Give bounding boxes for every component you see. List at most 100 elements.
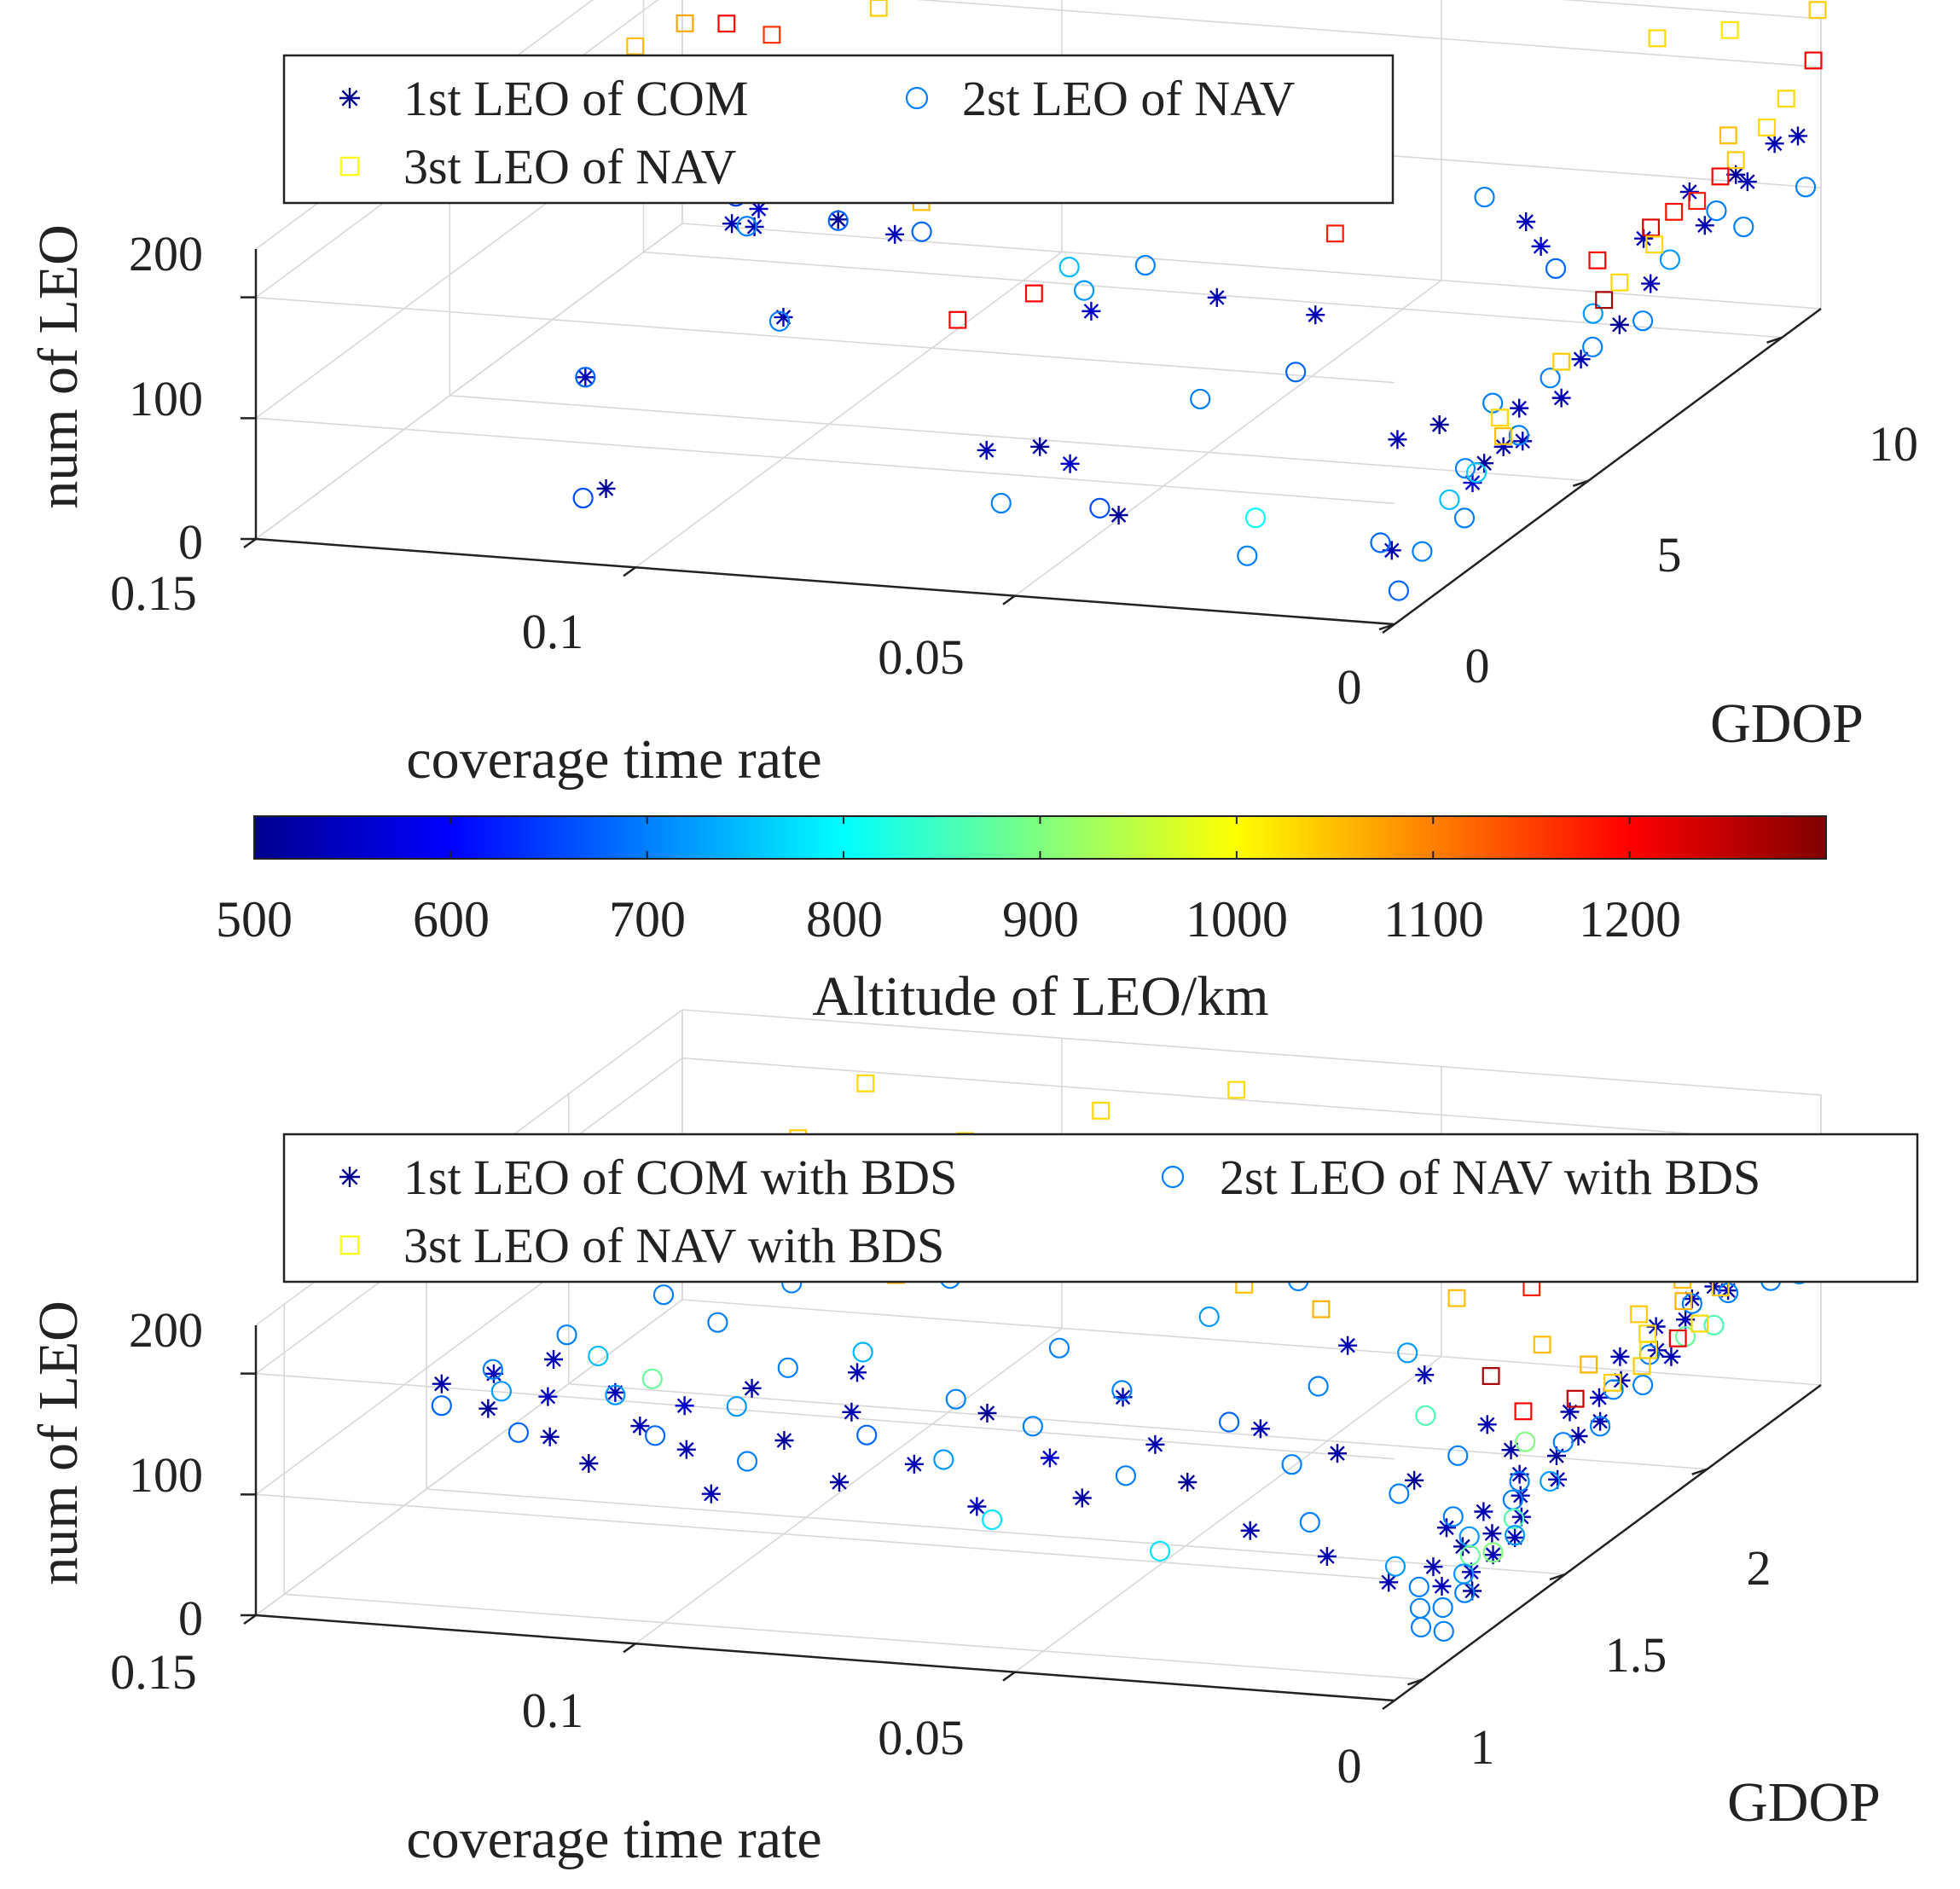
circle-point	[911, 221, 932, 242]
asterisk-stroke	[434, 1376, 449, 1392]
circle-point	[1115, 1465, 1137, 1486]
bottom-legend-marker-asterisk	[339, 1167, 360, 1187]
asterisk-point	[701, 1484, 721, 1504]
circle-point	[1408, 1576, 1429, 1597]
asterisk-stroke	[1479, 1417, 1495, 1433]
asterisk-stroke	[1209, 290, 1225, 305]
asterisk-point	[1474, 1502, 1493, 1521]
circle-point	[1515, 1431, 1536, 1452]
asterisk-stroke	[1485, 1547, 1501, 1562]
circle-point	[1589, 1416, 1611, 1437]
circle-point	[1465, 462, 1487, 484]
asterisk-stroke	[724, 216, 739, 231]
circle-point	[1190, 388, 1211, 410]
asterisk-point	[1328, 1444, 1347, 1463]
square-point	[1648, 29, 1667, 48]
asterisk-point	[828, 210, 848, 229]
circle-point	[1433, 1620, 1454, 1642]
circle-point	[852, 1341, 873, 1363]
asterisk-stroke	[1476, 455, 1492, 471]
asterisk-point	[1493, 437, 1513, 456]
asterisk-stroke	[1115, 1389, 1131, 1405]
circle-point	[1552, 1432, 1574, 1453]
asterisk-point	[1463, 473, 1482, 493]
bottom-x-tick-0: 0	[1337, 1738, 1362, 1793]
legend-square-icon	[339, 156, 360, 177]
circle-point	[1733, 216, 1754, 238]
square-point	[1482, 1367, 1500, 1385]
colorbar-label: Altitude of LEO/km	[812, 965, 1268, 1028]
gridline-y	[284, 1593, 1424, 1681]
square-point	[1630, 1305, 1649, 1324]
circle-point	[645, 1425, 666, 1446]
circle-point	[1474, 186, 1495, 208]
asterisk-stroke	[978, 443, 994, 458]
top-axis-ticks	[241, 249, 1822, 634]
top-y-tick-5: 5	[1657, 527, 1682, 582]
asterisk-point	[1516, 212, 1536, 231]
square-point	[1665, 202, 1684, 221]
square-point	[1726, 151, 1745, 170]
asterisk-point	[742, 1378, 762, 1398]
asterisk-stroke	[1180, 1475, 1196, 1490]
bottom-x-tick-0.15: 0.15	[110, 1644, 197, 1700]
asterisk-stroke	[1389, 432, 1406, 448]
bottom-legend-marker-circle	[1161, 1165, 1185, 1189]
y-tick-mark	[1766, 336, 1783, 344]
circle-point	[556, 1324, 577, 1346]
colorbar-tick-700: 700	[609, 891, 686, 947]
asterisk-point	[1429, 414, 1449, 434]
square-point	[1642, 218, 1661, 237]
circle-point	[726, 1396, 747, 1417]
circle-point	[588, 1345, 609, 1367]
bottom-x-axis-label: coverage time rate	[406, 1808, 821, 1870]
top-legend-label-1: 1st LEO of COM	[403, 71, 748, 126]
asterisk-stroke	[1417, 1367, 1433, 1382]
asterisk-stroke	[341, 90, 358, 107]
square-point	[1595, 291, 1614, 310]
asterisk-point	[1306, 305, 1325, 325]
colorbar-tick-600: 600	[413, 891, 490, 947]
gridline-x	[1014, 280, 1442, 597]
asterisk-point	[1081, 301, 1101, 321]
circle-point	[1134, 254, 1156, 276]
square-point	[1804, 51, 1823, 70]
asterisk-stroke	[1636, 230, 1651, 246]
asterisk-point	[1609, 315, 1629, 334]
asterisk-stroke	[1075, 1490, 1090, 1506]
asterisk-stroke	[1728, 167, 1743, 183]
asterisk-point	[544, 1350, 564, 1369]
colorbar-tick-1200: 1200	[1579, 891, 1681, 947]
asterisk-point	[830, 1473, 849, 1492]
asterisk-point	[1040, 1448, 1059, 1468]
square-point	[676, 14, 694, 32]
asterisk-stroke	[1518, 214, 1534, 229]
asterisk-stroke	[1330, 1446, 1345, 1461]
asterisk-stroke	[1511, 400, 1527, 416]
circle-point	[990, 492, 1012, 514]
asterisk-stroke	[1242, 1522, 1258, 1538]
circle-point	[1410, 1616, 1432, 1638]
colorbar-tick-800: 800	[806, 891, 883, 947]
circle-point	[1412, 541, 1433, 562]
circle-point	[1509, 1471, 1530, 1492]
asterisk-point	[749, 199, 768, 218]
top-legend-label-3: 3st LEO of NAV	[403, 139, 737, 194]
circle-point	[1508, 425, 1529, 446]
gridline-x	[635, 251, 1063, 568]
top-legend-marker-asterisk	[339, 88, 360, 108]
gridline-z	[681, 1299, 1822, 1386]
asterisk-point	[1432, 1577, 1452, 1596]
gridline-x	[255, 1299, 683, 1616]
circle-point	[1388, 580, 1410, 601]
circle-point	[1219, 1411, 1240, 1433]
gridline-z	[681, 1057, 1822, 1144]
square-point	[1092, 1101, 1110, 1120]
bottom-legend-label-1: 1st LEO of COM with BDS	[403, 1150, 957, 1205]
asterisk-point	[1531, 236, 1551, 256]
asterisk-stroke	[1503, 1442, 1519, 1457]
asterisk-stroke	[1455, 1538, 1470, 1555]
asterisk-stroke	[776, 1433, 792, 1448]
asterisk-stroke	[1592, 1390, 1607, 1405]
circle-point	[1389, 1483, 1410, 1504]
